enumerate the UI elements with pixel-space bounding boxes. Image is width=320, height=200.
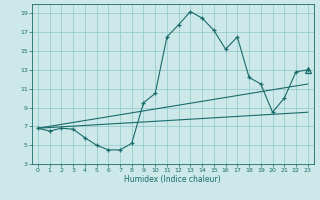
X-axis label: Humidex (Indice chaleur): Humidex (Indice chaleur): [124, 175, 221, 184]
